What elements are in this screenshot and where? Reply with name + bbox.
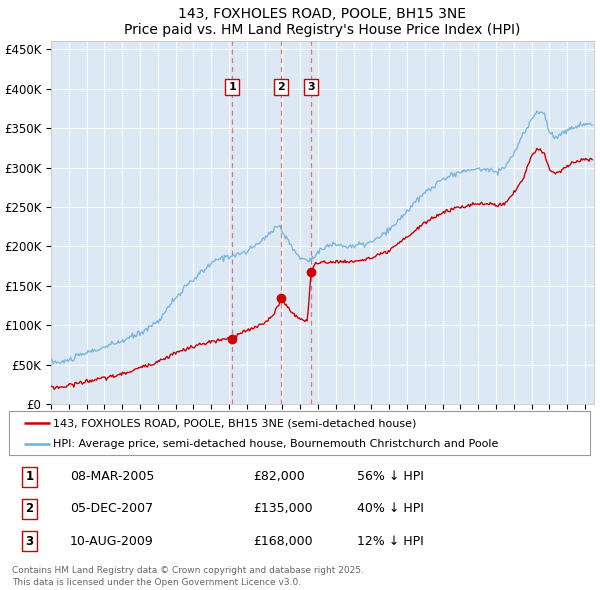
Text: Contains HM Land Registry data © Crown copyright and database right 2025.
This d: Contains HM Land Registry data © Crown c… bbox=[12, 566, 364, 587]
Text: 56% ↓ HPI: 56% ↓ HPI bbox=[358, 470, 424, 483]
Text: £135,000: £135,000 bbox=[253, 502, 313, 516]
Title: 143, FOXHOLES ROAD, POOLE, BH15 3NE
Price paid vs. HM Land Registry's House Pric: 143, FOXHOLES ROAD, POOLE, BH15 3NE Pric… bbox=[124, 7, 521, 37]
Text: 08-MAR-2005: 08-MAR-2005 bbox=[70, 470, 154, 483]
Text: 3: 3 bbox=[307, 81, 315, 91]
Text: £168,000: £168,000 bbox=[253, 535, 313, 548]
Text: 1: 1 bbox=[25, 470, 34, 483]
Text: £82,000: £82,000 bbox=[253, 470, 305, 483]
Text: 1: 1 bbox=[229, 81, 236, 91]
Text: 2: 2 bbox=[25, 502, 34, 516]
Text: 05-DEC-2007: 05-DEC-2007 bbox=[70, 502, 153, 516]
Text: 40% ↓ HPI: 40% ↓ HPI bbox=[358, 502, 424, 516]
Text: 3: 3 bbox=[25, 535, 34, 548]
Text: 12% ↓ HPI: 12% ↓ HPI bbox=[358, 535, 424, 548]
Text: HPI: Average price, semi-detached house, Bournemouth Christchurch and Poole: HPI: Average price, semi-detached house,… bbox=[53, 438, 498, 448]
Text: 10-AUG-2009: 10-AUG-2009 bbox=[70, 535, 154, 548]
Text: 143, FOXHOLES ROAD, POOLE, BH15 3NE (semi-detached house): 143, FOXHOLES ROAD, POOLE, BH15 3NE (sem… bbox=[53, 418, 416, 428]
FancyBboxPatch shape bbox=[9, 411, 590, 455]
Text: 2: 2 bbox=[277, 81, 285, 91]
